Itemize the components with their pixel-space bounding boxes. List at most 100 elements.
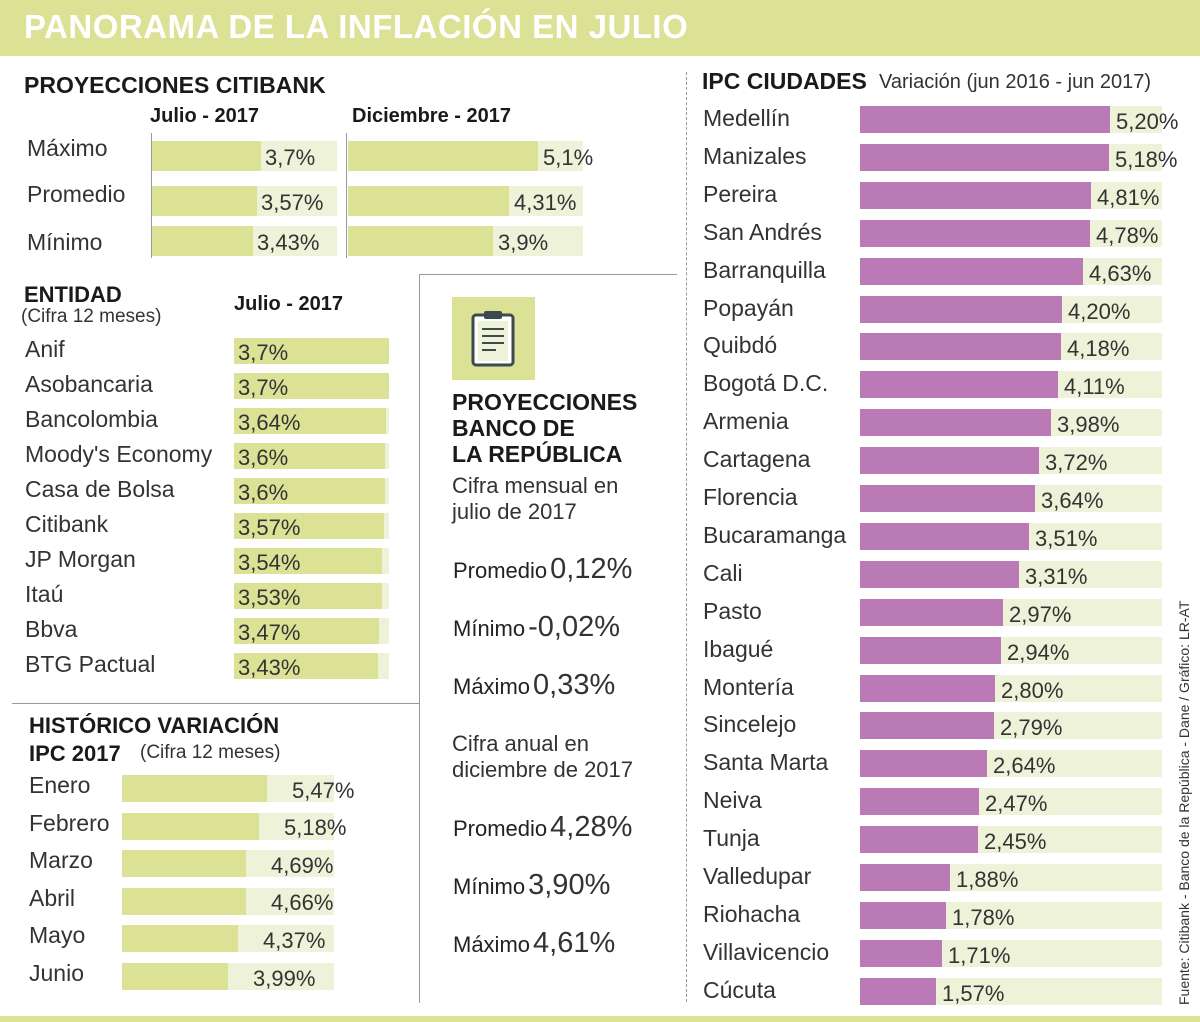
entidad-bar-track bbox=[234, 653, 389, 679]
ciudades-track bbox=[860, 636, 1162, 664]
ciudades-bar bbox=[860, 712, 994, 740]
citibank-col-julio: Julio - 2017 bbox=[150, 105, 259, 127]
ciudades-value: 2,45% bbox=[984, 829, 1047, 855]
header-banner bbox=[0, 0, 1200, 56]
ciudades-label: Villavicencio bbox=[703, 938, 830, 965]
entidad-label: Itaú bbox=[25, 581, 64, 607]
divider-entidad-historico bbox=[12, 703, 419, 704]
ciudades-bar bbox=[860, 674, 995, 702]
ciudades-value: 4,11% bbox=[1064, 374, 1125, 400]
ciudades-track bbox=[860, 864, 1162, 891]
ciudades-value: 4,20% bbox=[1068, 298, 1131, 324]
citibank-diciembre-bar bbox=[348, 141, 539, 171]
ciudades-label: Tunja bbox=[703, 825, 760, 852]
entidad-label: Asobancaria bbox=[25, 371, 153, 397]
ciudades-track bbox=[860, 598, 1162, 626]
ciudades-bar bbox=[860, 257, 1083, 285]
ciudades-bar bbox=[860, 333, 1061, 361]
entidad-bar-track bbox=[234, 548, 389, 574]
entidad-bar-track bbox=[234, 338, 389, 364]
citibank-title: PROYECCIONES CITIBANK bbox=[24, 72, 326, 98]
citibank-diciembre-bar bbox=[348, 226, 494, 256]
ciudades-bar bbox=[860, 826, 978, 854]
ciudades-track bbox=[860, 409, 1162, 437]
entidad-bar bbox=[234, 478, 385, 504]
entidad-bar-track bbox=[234, 583, 389, 609]
ciudades-bar bbox=[860, 939, 942, 967]
ciudades-value: 2,97% bbox=[1009, 601, 1072, 627]
entidad-bar-value: 3,54% bbox=[238, 550, 301, 575]
banrep-mensual-line2: julio de 2017 bbox=[452, 499, 577, 524]
historico-bar-value: 4,69% bbox=[271, 852, 334, 878]
banrep-mensual-line1: Cifra mensual en bbox=[452, 473, 619, 498]
ciudades-bar bbox=[860, 409, 1051, 437]
ciudades-label: Bucaramanga bbox=[703, 521, 847, 548]
entidad-bar-track bbox=[234, 478, 389, 504]
historico-bar bbox=[122, 850, 247, 878]
entidad-bar bbox=[234, 408, 387, 434]
ciudades-label: Florencia bbox=[703, 484, 798, 510]
banrep-title-line3: LA REPÚBLICA bbox=[452, 441, 623, 467]
banrep-row-label: Promedio bbox=[453, 558, 548, 583]
banrep-row-label: Máximo bbox=[453, 674, 531, 699]
ciudades-value: 1,78% bbox=[952, 904, 1015, 930]
citibank-julio-bar-track bbox=[152, 141, 337, 171]
entidad-label: Casa de Bolsa bbox=[25, 476, 175, 502]
ciudades-bar bbox=[860, 447, 1039, 475]
citibank-julio-bar-value: 3,7% bbox=[265, 145, 316, 170]
entidad-label: Moody's Economy bbox=[25, 441, 213, 467]
entidad-bar-value: 3,47% bbox=[238, 620, 301, 645]
citibank-diciembre-bar-track bbox=[348, 186, 583, 216]
divider-ciudades bbox=[686, 72, 687, 1002]
ciudades-bar bbox=[860, 181, 1091, 209]
ciudades-label: Pereira bbox=[703, 180, 778, 207]
ciudades-value: 3,72% bbox=[1045, 450, 1108, 476]
entidad-bar bbox=[234, 443, 385, 469]
citibank-julio-bar bbox=[152, 226, 253, 256]
entidad-bar bbox=[234, 653, 378, 679]
ciudades-track bbox=[860, 485, 1162, 512]
entidad-bar-value: 3,7% bbox=[238, 375, 289, 400]
historico-label: Marzo bbox=[29, 847, 93, 874]
banrep-row-value: 4,61% bbox=[533, 927, 616, 959]
citibank-julio-bar bbox=[152, 186, 257, 216]
historico-bar-track bbox=[122, 850, 334, 878]
ciudades-bar bbox=[860, 143, 1109, 171]
ciudades-track bbox=[860, 826, 1162, 854]
ciudades-value: 4,63% bbox=[1089, 260, 1152, 286]
ciudades-track bbox=[860, 901, 1162, 929]
citibank-diciembre-bar-track bbox=[348, 141, 583, 171]
banrep-row-value: 4,28% bbox=[550, 811, 633, 843]
ciudades-track bbox=[860, 219, 1162, 247]
historico-title-line2: IPC 2017 bbox=[29, 741, 121, 766]
ciudades-bar bbox=[860, 295, 1062, 323]
ciudades-label: Cartagena bbox=[703, 446, 811, 473]
source-note: Fuente: Citibank - Banco de la República… bbox=[1176, 600, 1192, 1005]
citibank-divider-left bbox=[151, 133, 152, 258]
banrep-anual-line2: diciembre de 2017 bbox=[452, 757, 634, 782]
historico-title-line1: HISTÓRICO VARIACIÓN bbox=[29, 713, 280, 738]
citibank-julio-bar-track bbox=[152, 186, 337, 216]
historico-bar bbox=[122, 887, 246, 915]
historico-label: Junio bbox=[29, 960, 84, 986]
ciudades-title: IPC CIUDADES bbox=[702, 68, 867, 94]
entidad-bar-value: 3,6% bbox=[238, 445, 289, 470]
ciudades-label: Sincelejo bbox=[703, 711, 797, 738]
ciudades-value: 4,18% bbox=[1067, 336, 1130, 362]
historico-bar bbox=[122, 925, 238, 953]
ciudades-track bbox=[860, 560, 1162, 588]
banrep-row-value: 0,12% bbox=[550, 553, 633, 585]
entidad-bar bbox=[234, 618, 380, 644]
ciudades-value: 2,80% bbox=[1001, 677, 1064, 703]
banrep-row-label: Máximo bbox=[453, 932, 531, 957]
historico-label: Abril bbox=[29, 884, 76, 911]
ciudades-bar bbox=[860, 219, 1090, 247]
ciudades-label: Neiva bbox=[703, 787, 762, 814]
ciudades-label: Popayán bbox=[703, 294, 794, 321]
entidad-label: Bbva bbox=[25, 616, 78, 642]
citibank-julio-bar-track bbox=[152, 226, 337, 256]
historico-bar-value: 4,37% bbox=[263, 927, 326, 953]
ciudades-bar bbox=[860, 485, 1035, 512]
entidad-bar bbox=[234, 338, 389, 364]
ciudades-label: Pasto bbox=[703, 597, 762, 624]
